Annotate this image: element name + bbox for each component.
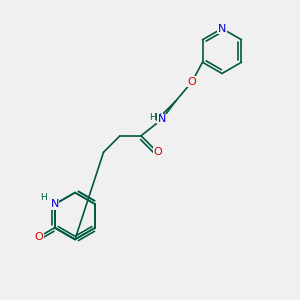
Text: H: H	[40, 193, 46, 202]
Text: H: H	[149, 113, 156, 122]
Text: O: O	[35, 232, 44, 242]
Text: O: O	[153, 147, 162, 157]
Text: N: N	[218, 23, 226, 34]
Text: N: N	[158, 114, 166, 124]
Text: O: O	[188, 77, 196, 87]
Text: N: N	[50, 199, 59, 209]
Text: H: H	[155, 113, 163, 123]
